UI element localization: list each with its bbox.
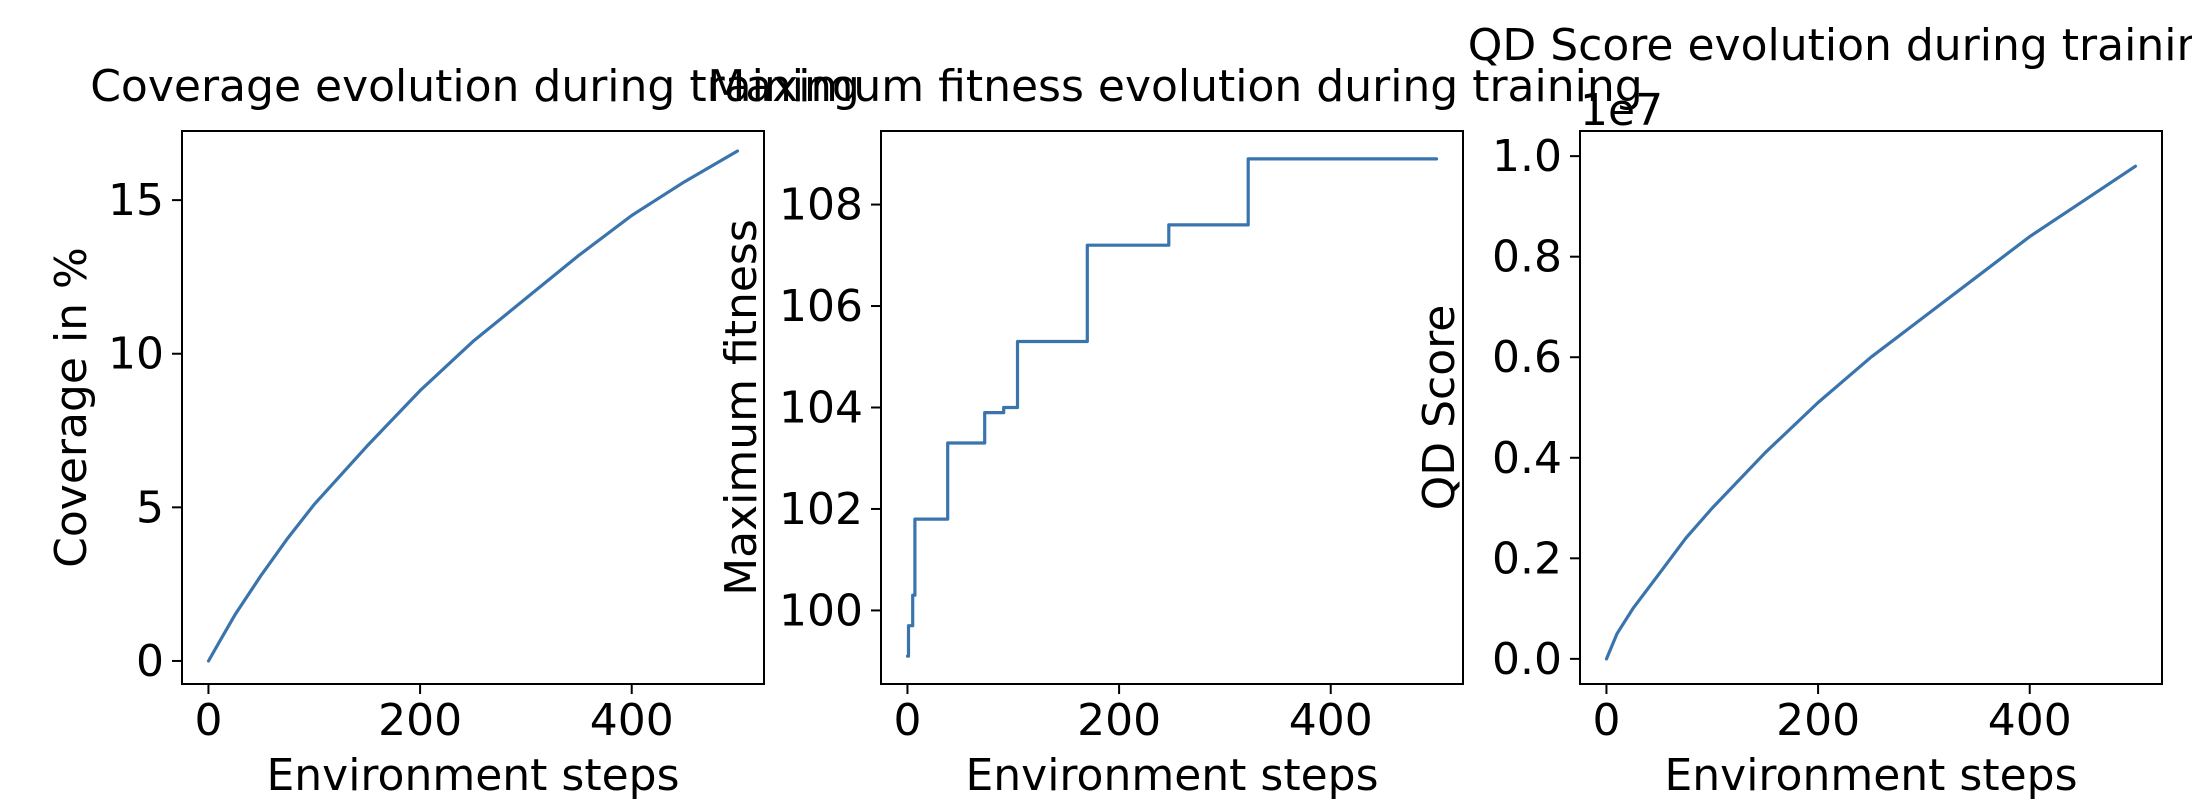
y-tick-label: 5 [136,482,164,533]
y-tick-label: 0.2 [1492,533,1562,584]
chart-panel-2: 0 200 400 100 102 104 106 108 Environment steps M… [707,61,1642,801]
x-tick-label: 200 [1776,695,1860,746]
y-tick-label: 100 [779,585,863,636]
plot-frame [181,130,765,685]
y-axis-label: QD Score [1414,305,1465,511]
chart-panel-3: 0 200 400 0.0 0.2 0.4 0.6 0.8 1.0 Environment ste… [1414,20,2192,801]
y-axis-label: Maximum fitness [716,219,767,596]
x-tick-label: 0 [1592,695,1620,746]
chart-title: Coverage evolution during training [90,61,860,112]
chart-title: QD Score evolution during training [1468,20,2192,71]
x-tick-label: 400 [590,695,674,746]
x-tick-label: 400 [1289,695,1373,746]
x-axis-label: Environment steps [1664,750,2077,801]
y-tick-label: 102 [779,484,863,535]
y-tick-label: 0.6 [1492,332,1562,383]
chart-panel-1: 0 200 400 0 5 10 15 Environment steps Coverage i… [46,61,860,801]
y-tick-label: 0 [136,636,164,687]
series-line [206,149,740,663]
y-tick-label: 15 [108,175,164,226]
x-tick-label: 0 [194,695,222,746]
x-axis-label: Environment steps [266,750,679,801]
y-tick-label: 0.4 [1492,433,1562,484]
y-tick-label: 106 [779,281,863,332]
series-line [905,157,1439,658]
x-tick-label: 200 [378,695,462,746]
x-tick-label: 0 [893,695,921,746]
y-axis-label: Coverage in % [46,247,97,568]
chart-title: Maximum fitness evolution during trainin… [707,61,1642,112]
x-tick-label: 400 [1988,695,2072,746]
y-tick-label: 0.0 [1492,634,1562,685]
x-tick-label: 200 [1077,695,1161,746]
y-tick-label: 0.8 [1492,232,1562,283]
x-axis-label: Environment steps [965,750,1378,801]
plot-frame [1579,130,2163,685]
plot-frame [880,130,1464,685]
y-offset-label: 1e7 [1580,85,1663,136]
y-tick-label: 104 [779,383,863,434]
y-tick-label: 108 [779,180,863,231]
y-tick-label: 10 [108,329,164,380]
series-line [1604,164,2138,661]
y-tick-label: 1.0 [1492,131,1562,182]
